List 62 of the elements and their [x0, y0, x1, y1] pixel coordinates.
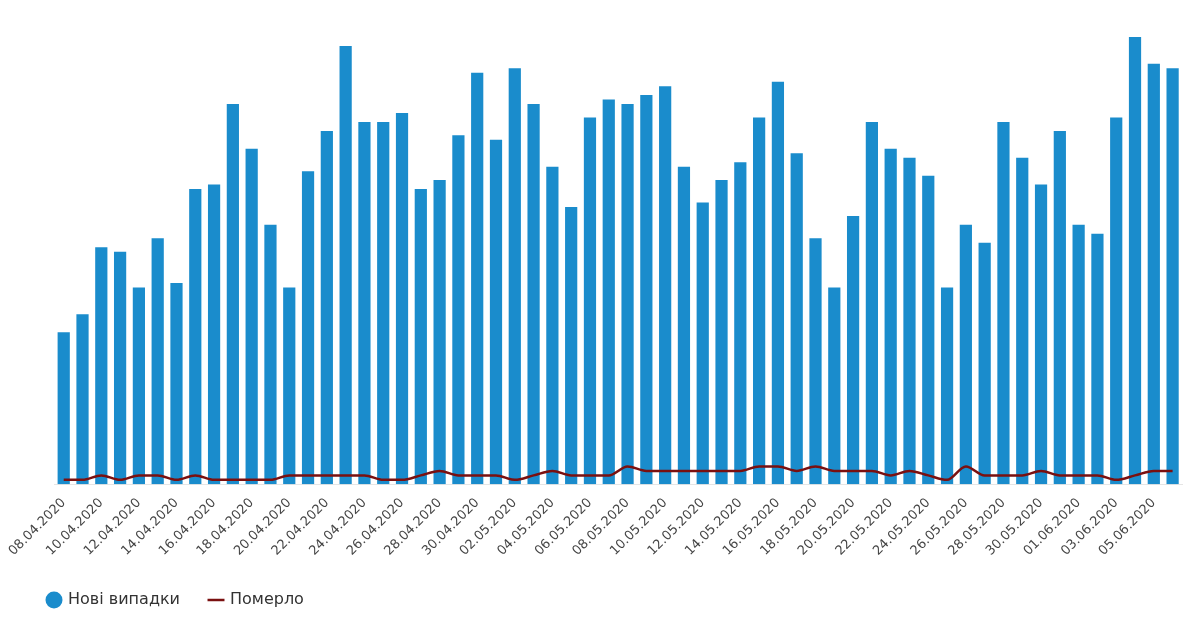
- bar: [377, 121, 390, 485]
- bar: [696, 202, 709, 485]
- bar: [1016, 157, 1029, 485]
- bar: [170, 283, 183, 485]
- bar: [1110, 117, 1123, 485]
- bar: [395, 113, 409, 485]
- bar: [433, 180, 446, 485]
- bar: [264, 224, 277, 485]
- bar: [189, 189, 202, 485]
- bar: [715, 180, 728, 485]
- bar: [997, 121, 1010, 485]
- bar: [1072, 224, 1085, 485]
- bar: [151, 238, 164, 485]
- bar: [452, 135, 465, 485]
- bar: [640, 95, 653, 485]
- bar: [527, 104, 540, 485]
- bar: [489, 139, 503, 485]
- bar: [339, 45, 352, 485]
- bar: [1053, 130, 1066, 485]
- bar: [790, 153, 803, 485]
- bar: [903, 157, 916, 485]
- bar: [132, 287, 145, 485]
- bar: [865, 121, 878, 485]
- bar: [226, 104, 239, 485]
- bar: [922, 175, 935, 485]
- bar: [884, 148, 897, 485]
- bar: [57, 332, 70, 485]
- bar: [1166, 68, 1179, 485]
- bar: [677, 166, 691, 485]
- bar: [621, 104, 634, 485]
- bar: [471, 72, 484, 485]
- bar: [828, 287, 841, 485]
- bar: [1128, 36, 1142, 485]
- bar: [546, 166, 559, 485]
- bar: [1091, 233, 1104, 485]
- bar: [771, 81, 785, 485]
- bar: [1034, 184, 1048, 485]
- legend-label: Нові випадки: [68, 589, 180, 609]
- bar: [320, 130, 333, 485]
- bar: [207, 184, 221, 485]
- bar: [358, 121, 371, 485]
- bar: [846, 215, 860, 485]
- bar: [809, 238, 822, 485]
- bar: [414, 189, 427, 485]
- bar: [978, 242, 991, 485]
- bar: [508, 68, 521, 485]
- bar: [76, 314, 89, 485]
- bar: [753, 117, 766, 485]
- bar: [1147, 63, 1160, 485]
- bar: [301, 171, 315, 485]
- legend-label: Померло: [230, 589, 304, 609]
- bar: [95, 247, 108, 485]
- bar: [583, 117, 597, 485]
- bar: [565, 206, 578, 485]
- bar: [659, 86, 672, 485]
- bar: [734, 162, 747, 485]
- bar: [245, 148, 258, 485]
- bar: [959, 224, 972, 485]
- bar: [113, 251, 127, 485]
- bar: [602, 99, 615, 485]
- bar: [283, 287, 296, 485]
- bar: [940, 287, 954, 485]
